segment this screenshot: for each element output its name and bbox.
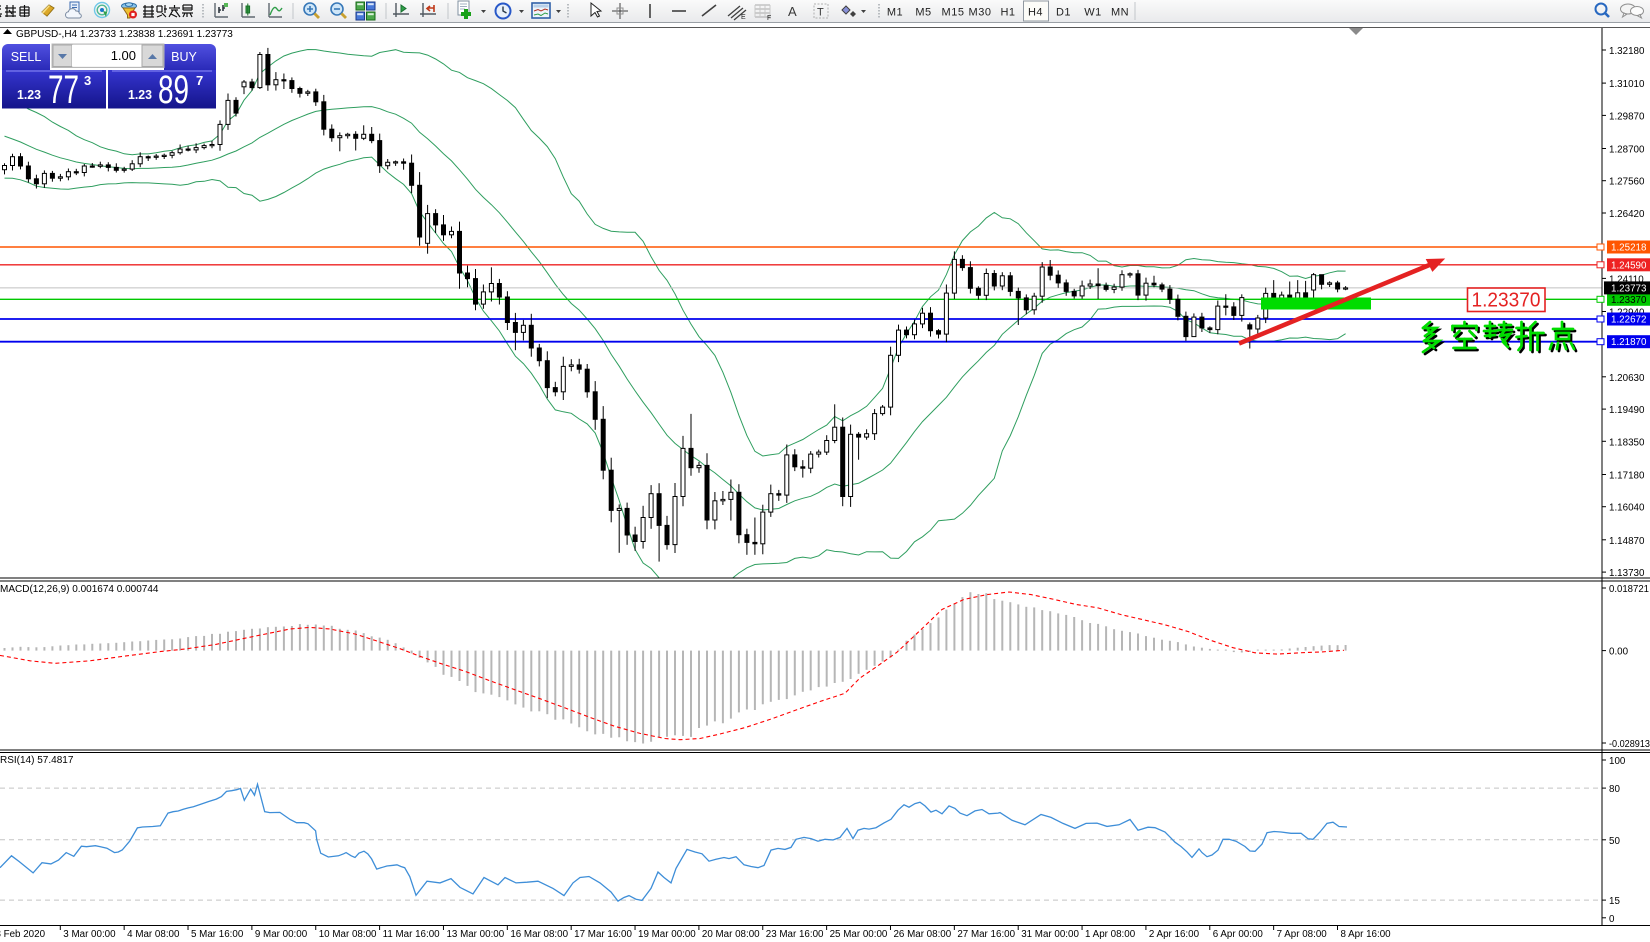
svg-text:1.23: 1.23: [128, 88, 152, 102]
svg-text:RSI(14) 57.4817: RSI(14) 57.4817: [0, 755, 74, 766]
svg-text:2 Apr 16:00: 2 Apr 16:00: [1149, 929, 1200, 940]
svg-text:11 Mar 16:00: 11 Mar 16:00: [383, 929, 441, 940]
svg-text:26 Mar 08:00: 26 Mar 08:00: [893, 929, 951, 940]
svg-text:1.26420: 1.26420: [1609, 209, 1645, 220]
svg-text:1.14870: 1.14870: [1609, 536, 1645, 547]
svg-text:1.16040: 1.16040: [1609, 503, 1645, 514]
svg-text:3: 3: [84, 73, 91, 88]
svg-text:6 Apr 00:00: 6 Apr 00:00: [1213, 929, 1264, 940]
svg-text:1.28700: 1.28700: [1609, 145, 1645, 156]
svg-text:M15: M15: [942, 7, 965, 19]
svg-text:20 Mar 08:00: 20 Mar 08:00: [702, 929, 760, 940]
svg-text:100: 100: [1609, 756, 1626, 767]
svg-text:0: 0: [1609, 914, 1615, 925]
svg-text:1.22672: 1.22672: [1611, 315, 1646, 326]
svg-text:1.23773: 1.23773: [1611, 283, 1647, 294]
svg-text:1.23370: 1.23370: [1472, 290, 1541, 312]
svg-text:1.23: 1.23: [17, 88, 41, 102]
svg-text:1.13730: 1.13730: [1609, 568, 1645, 579]
svg-text:77: 77: [48, 68, 79, 112]
svg-text:1.18350: 1.18350: [1609, 437, 1645, 448]
svg-text:5 Mar 16:00: 5 Mar 16:00: [191, 929, 244, 940]
svg-text:A: A: [788, 4, 797, 19]
svg-text:10 Mar 08:00: 10 Mar 08:00: [319, 929, 377, 940]
svg-text:1 Apr 08:00: 1 Apr 08:00: [1085, 929, 1136, 940]
svg-text:80: 80: [1609, 784, 1620, 795]
svg-text:M30: M30: [969, 7, 992, 19]
svg-text:BUY: BUY: [171, 50, 197, 64]
svg-text:1.27560: 1.27560: [1609, 177, 1645, 188]
svg-text:W1: W1: [1084, 7, 1102, 19]
svg-text:1.32180: 1.32180: [1609, 46, 1645, 57]
svg-text:0.018721: 0.018721: [1609, 584, 1649, 595]
svg-text:1.25218: 1.25218: [1611, 243, 1647, 254]
svg-text:MN: MN: [1111, 7, 1129, 19]
svg-text:23 Mar 16:00: 23 Mar 16:00: [766, 929, 824, 940]
svg-text:H1: H1: [1000, 7, 1015, 19]
svg-text:1.24590: 1.24590: [1611, 260, 1647, 271]
svg-text:3 Mar 00:00: 3 Mar 00:00: [63, 929, 116, 940]
svg-text:M5: M5: [915, 7, 931, 19]
svg-text:89: 89: [158, 68, 189, 112]
svg-text:E: E: [741, 14, 746, 21]
svg-text:27 Mar 16:00: 27 Mar 16:00: [957, 929, 1015, 940]
svg-text:1.19490: 1.19490: [1609, 405, 1645, 416]
svg-text:4 Mar 08:00: 4 Mar 08:00: [127, 929, 180, 940]
svg-text:1.29870: 1.29870: [1609, 111, 1645, 122]
svg-text:17 Mar 16:00: 17 Mar 16:00: [574, 929, 632, 940]
svg-text:T: T: [817, 7, 824, 19]
svg-text:1.20630: 1.20630: [1609, 373, 1645, 384]
svg-text:1.23370: 1.23370: [1611, 295, 1647, 306]
svg-text:16 Mar 08:00: 16 Mar 08:00: [510, 929, 568, 940]
svg-text:8 Apr 16:00: 8 Apr 16:00: [1341, 929, 1392, 940]
svg-text:9 Mar 00:00: 9 Mar 00:00: [255, 929, 308, 940]
svg-text:0.00: 0.00: [1609, 647, 1629, 658]
svg-text:15: 15: [1609, 896, 1620, 907]
svg-text:7 Apr 08:00: 7 Apr 08:00: [1277, 929, 1328, 940]
svg-text:1.31010: 1.31010: [1609, 79, 1645, 90]
svg-text:-0.028913: -0.028913: [1609, 739, 1650, 750]
svg-text:7: 7: [196, 73, 203, 88]
svg-text:31 Mar 00:00: 31 Mar 00:00: [1021, 929, 1079, 940]
svg-text:1.17180: 1.17180: [1609, 471, 1645, 482]
svg-text:SELL: SELL: [11, 50, 42, 64]
svg-text:1.00: 1.00: [111, 48, 136, 63]
svg-text:19 Mar 00:00: 19 Mar 00:00: [638, 929, 696, 940]
svg-text:28 Feb 2020: 28 Feb 2020: [0, 929, 46, 940]
svg-text:25 Mar 00:00: 25 Mar 00:00: [830, 929, 888, 940]
svg-text:F: F: [767, 15, 771, 22]
svg-text:H4: H4: [1028, 7, 1043, 19]
svg-text:MACD(12,26,9) 0.001674 0.00074: MACD(12,26,9) 0.001674 0.000744: [0, 584, 159, 595]
svg-text:D1: D1: [1056, 7, 1071, 19]
svg-text:1.24110: 1.24110: [1609, 274, 1644, 285]
svg-text:GBPUSD-,H4 1.23733 1.23838 1.: GBPUSD-,H4 1.23733 1.23838 1.23691 1.237…: [16, 29, 233, 40]
svg-text:50: 50: [1609, 836, 1620, 847]
svg-text:M1: M1: [887, 7, 903, 19]
svg-text:13 Mar 00:00: 13 Mar 00:00: [446, 929, 504, 940]
svg-text:1.21870: 1.21870: [1611, 337, 1647, 348]
